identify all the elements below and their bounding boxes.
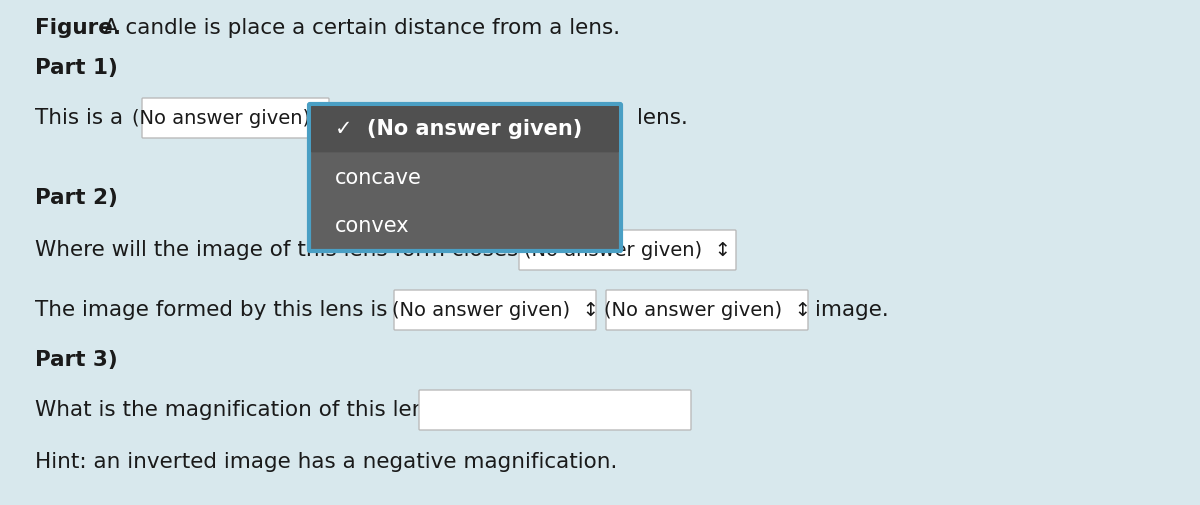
Text: What is the magnification of this lens?: What is the magnification of this lens?: [35, 400, 448, 420]
FancyBboxPatch shape: [394, 290, 596, 330]
Text: Part 2): Part 2): [35, 188, 118, 208]
Text: (No answer given)  ↕: (No answer given) ↕: [132, 109, 340, 127]
Text: The image formed by this lens is a: The image formed by this lens is a: [35, 300, 408, 320]
Text: concave: concave: [335, 168, 422, 187]
Text: Hint: an inverted image has a negative magnification.: Hint: an inverted image has a negative m…: [35, 452, 617, 472]
Text: lens.: lens.: [637, 108, 688, 128]
Text: (No answer given)  ↕: (No answer given) ↕: [604, 300, 810, 320]
Text: Part 3): Part 3): [35, 350, 118, 370]
Text: (No answer given)  ↕: (No answer given) ↕: [524, 240, 731, 260]
Text: (No answer given)  ↕: (No answer given) ↕: [391, 300, 599, 320]
FancyBboxPatch shape: [142, 98, 329, 138]
Text: A candle is place a certain distance from a lens.: A candle is place a certain distance fro…: [97, 18, 620, 38]
Text: Part 1): Part 1): [35, 58, 118, 78]
FancyBboxPatch shape: [311, 106, 619, 153]
Text: convex: convex: [335, 216, 409, 236]
FancyBboxPatch shape: [606, 290, 808, 330]
Text: Where will the image of this lens form closest to?: Where will the image of this lens form c…: [35, 240, 566, 260]
Text: image.: image.: [815, 300, 889, 320]
FancyBboxPatch shape: [520, 230, 736, 270]
Text: ✓  (No answer given): ✓ (No answer given): [335, 119, 582, 139]
FancyBboxPatch shape: [310, 104, 622, 251]
Text: This is a: This is a: [35, 108, 124, 128]
FancyBboxPatch shape: [419, 390, 691, 430]
Text: Figure.: Figure.: [35, 18, 121, 38]
